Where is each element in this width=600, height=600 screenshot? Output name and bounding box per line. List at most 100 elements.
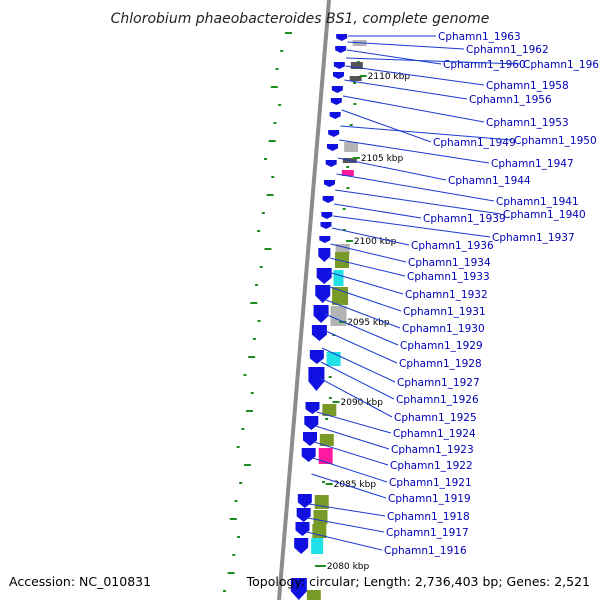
forward-gene-arrow <box>325 160 337 167</box>
gene-label[interactable]: Cphamn1_1941 <box>496 196 579 208</box>
gene-label[interactable]: Cphamn1_1921 <box>389 477 472 489</box>
gene-leader-line <box>330 243 407 263</box>
gc-dash <box>264 248 272 250</box>
gene-leader-line <box>325 299 401 329</box>
gc-dash <box>237 536 241 538</box>
gc-dash <box>261 212 265 214</box>
gc-dash <box>266 194 274 196</box>
cog-block <box>313 510 328 524</box>
cog-block <box>322 404 337 416</box>
gene-label[interactable]: Cphamn1_1956 <box>469 94 552 106</box>
forward-gene-arrow <box>333 62 345 69</box>
gene-label[interactable]: Cphamn1_1940 <box>503 209 586 221</box>
gc-dash <box>349 124 353 126</box>
genome-summary-text: Topology: circular; Length: 2,736,403 bp… <box>246 574 590 589</box>
gene-label[interactable]: Cphamn1_1932 <box>405 289 488 301</box>
gene-label[interactable]: Cphamn1_1939 <box>423 213 506 225</box>
cog-block <box>306 590 321 600</box>
gc-dash <box>314 565 321 567</box>
gene-label[interactable]: Cphamn1_1962 <box>466 44 549 56</box>
gc-dash <box>243 464 251 466</box>
kbp-tick <box>359 75 367 77</box>
gc-dash <box>259 266 263 268</box>
gene-label[interactable]: Cphamn1_1944 <box>448 175 531 187</box>
forward-gene-arrow <box>297 494 312 508</box>
gene-label[interactable]: Cphamn1_1960 <box>443 59 526 71</box>
gene-label[interactable]: Cphamn1_1929 <box>400 340 483 352</box>
gene-label[interactable]: Cphamn1_1933 <box>407 271 490 283</box>
cog-block <box>318 448 333 464</box>
gene-leader-line <box>347 41 465 50</box>
forward-gene-arrow <box>329 112 341 119</box>
gene-leader-line <box>346 57 522 65</box>
gene-label[interactable]: Cphamn1_1949 <box>433 137 516 149</box>
gc-dash <box>346 187 350 189</box>
gene-leader-line <box>315 425 390 450</box>
forward-gene-arrow <box>335 46 347 53</box>
forward-gene-arrow <box>290 578 307 600</box>
kbp-tick <box>345 240 353 242</box>
forward-gene-arrow <box>316 268 332 284</box>
cog-block <box>350 62 363 69</box>
gene-label[interactable]: Cphamn1_1917 <box>386 527 469 539</box>
kbp-marker-label: 2080 kbp <box>327 562 370 572</box>
gene-label[interactable]: Cphamn1_1928 <box>399 358 482 370</box>
gene-leader-line <box>336 173 495 202</box>
gc-dash <box>246 410 254 412</box>
gc-dash <box>353 103 357 105</box>
gc-dash <box>275 68 279 70</box>
gene-label[interactable]: Cphamn1_1927 <box>397 377 480 389</box>
gene-label[interactable]: Cphamn1_1916 <box>384 545 467 557</box>
cog-block <box>332 287 349 305</box>
gene-label[interactable]: Cphamn1_1961 <box>523 59 600 71</box>
gene-leader-line <box>335 189 502 215</box>
gene-label[interactable]: Cphamn1_1930 <box>402 323 485 335</box>
forward-gene-arrow <box>309 350 324 364</box>
gene-label[interactable]: Cphamn1_1934 <box>408 257 491 269</box>
gene-label[interactable]: Cphamn1_1931 <box>403 306 486 318</box>
cog-block <box>344 142 359 152</box>
kbp-marker-label: 2095 kbp <box>347 318 390 328</box>
gc-dash <box>342 229 346 231</box>
gene-label[interactable]: Cphamn1_1923 <box>391 444 474 456</box>
forward-gene-arrow <box>295 522 310 536</box>
gc-dash <box>257 230 261 232</box>
cog-block <box>349 76 362 81</box>
cog-block <box>341 170 354 176</box>
gene-leader-line <box>337 157 447 181</box>
kbp-ruler: 2110 kbp 2105 kbp 2100 kbp 2095 kbp 2090 kbp… <box>318 72 410 572</box>
forward-gene-arrow <box>333 72 344 79</box>
gene-leader-line <box>324 313 399 346</box>
gene-leader-line <box>311 473 387 499</box>
gc-dash <box>250 392 254 394</box>
gene-label[interactable]: Cphamn1_1919 <box>388 493 471 505</box>
gene-label[interactable]: Cphamn1_1937 <box>492 232 575 244</box>
gc-dash <box>236 446 240 448</box>
forward-gene-arrow <box>305 402 320 414</box>
gene-label[interactable]: Cphamn1_1925 <box>394 412 477 424</box>
cog-block <box>319 434 334 446</box>
gene-label[interactable]: Cphamn1_1922 <box>390 460 473 472</box>
gc-dash <box>239 482 243 484</box>
gc-dash <box>255 284 259 286</box>
gene-label[interactable]: Cphamn1_1918 <box>387 511 470 523</box>
gene-leader-line <box>344 79 468 100</box>
forward-gene-arrow <box>294 538 309 554</box>
gene-leader-line <box>308 503 386 517</box>
gene-label[interactable]: Cphamn1_1924 <box>393 428 476 440</box>
forward-gene-track <box>290 34 348 600</box>
gene-leader-line <box>316 411 392 434</box>
gene-leader-line <box>342 95 485 123</box>
gene-label[interactable]: Cphamn1_1958 <box>486 80 569 92</box>
gc-dash <box>278 104 282 106</box>
gc-dash <box>243 374 247 376</box>
gene-label[interactable]: Cphamn1_1953 <box>486 117 569 129</box>
gene-label[interactable]: Cphamn1_1963 <box>438 31 521 43</box>
gene-label[interactable]: Cphamn1_1950 <box>514 135 597 147</box>
gene-label[interactable]: Cphamn1_1936 <box>411 240 494 252</box>
gene-label[interactable]: Cphamn1_1926 <box>396 394 479 406</box>
gene-label[interactable]: Cphamn1_1947 <box>491 158 574 170</box>
gc-dash <box>241 428 245 430</box>
forward-gene-arrow <box>313 305 329 323</box>
